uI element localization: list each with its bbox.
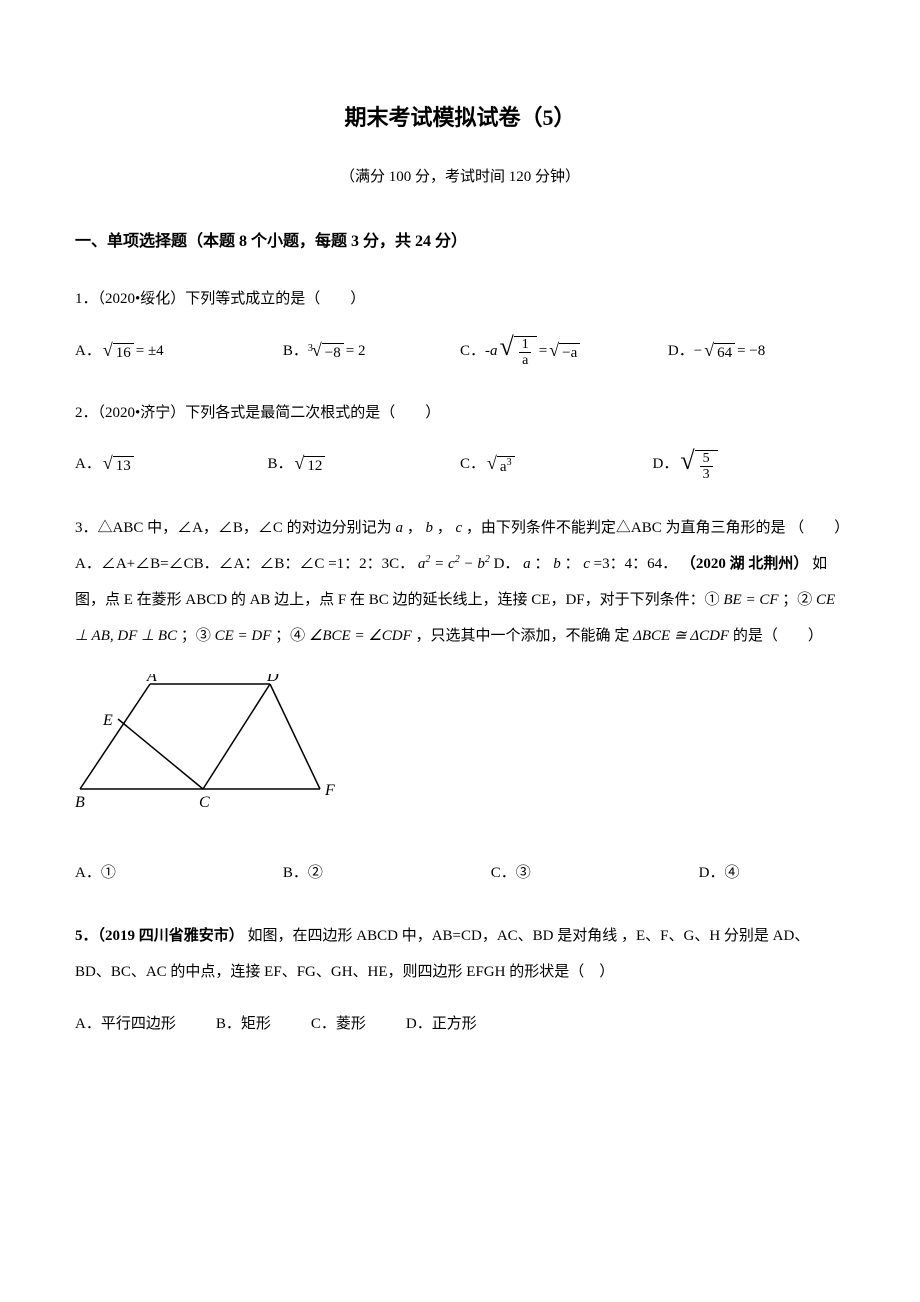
- q1-option-d: D． − √64 = −8: [668, 334, 845, 369]
- text-bold: 北荆州）: [748, 556, 808, 572]
- opt-text: = 2: [346, 335, 366, 368]
- q1-option-c: C． - a √1a = √−a: [460, 334, 668, 369]
- text: ；②: [782, 592, 812, 608]
- q5-option-c: C．菱形: [311, 1008, 366, 1041]
- math-expr: BE = CF: [723, 592, 778, 608]
- math-expr: ∠BCE = ∠CDF: [309, 628, 412, 644]
- question-2: 2．（2020•济宁）下列各式是最简二次根式的是（ ） A． √13 B． √1…: [75, 397, 845, 483]
- opt-label: C．: [460, 335, 485, 368]
- text: ：: [564, 556, 579, 572]
- q5-options: A．平行四边形 B．矩形 C．菱形 D．正方形: [75, 1008, 845, 1041]
- sqrt-icon: √13: [103, 454, 134, 475]
- var-a: a: [395, 520, 403, 536]
- sqrt-icon: √a3: [487, 454, 515, 476]
- svg-text:E: E: [102, 712, 113, 729]
- question-1: 1．（2020•绥化）下列等式成立的是（ ） A． √16 = ±4 B． 3 …: [75, 283, 845, 369]
- var-c: c: [455, 520, 462, 536]
- text: ，只选其中一个添加，不能确: [416, 628, 611, 644]
- sqrt-icon: √16: [103, 341, 134, 362]
- text: ；③: [181, 628, 211, 644]
- text: ：: [534, 556, 549, 572]
- opt-text: = −8: [737, 335, 765, 368]
- page-subtitle: （满分 100 分，考试时间 120 分钟）: [75, 165, 845, 189]
- q1-option-a: A． √16 = ±4: [75, 334, 283, 369]
- text: =3：4：64．: [594, 556, 677, 572]
- question-3-4: 3．△ABC 中，∠A，∠B，∠C 的对边分别记为 a ， b ， c ，由下列…: [75, 510, 845, 890]
- q1-stem: 1．（2020•绥化）下列等式成立的是（ ）: [75, 283, 845, 316]
- sqrt-icon: √−a: [549, 341, 580, 362]
- opt-text: −: [694, 335, 702, 368]
- text: ，: [407, 520, 422, 536]
- q4-option-d: D．④: [699, 857, 845, 890]
- svg-text:D: D: [266, 674, 279, 685]
- opt-label: D．: [653, 448, 679, 481]
- text-bold: （2020 湖: [681, 556, 745, 572]
- sqrt-icon: √−8: [312, 341, 344, 362]
- math-expr: CE = DF: [215, 628, 272, 644]
- text: ，: [437, 520, 452, 536]
- text: ；④: [275, 628, 305, 644]
- q2-option-d: D． √53: [653, 448, 846, 483]
- math-expr: a2 = c2 − b2: [418, 556, 490, 572]
- opt-text: = ±4: [136, 335, 164, 368]
- q4-option-c: C．③: [491, 857, 699, 890]
- opt-text: =: [539, 335, 547, 368]
- text: D．: [494, 556, 520, 572]
- var-b: b: [553, 556, 561, 572]
- q4-option-a: A．①: [75, 857, 283, 890]
- q2-option-b: B． √12: [268, 448, 461, 483]
- math-expr: ΔBCE ≅ ΔCDF: [633, 628, 729, 644]
- opt-label: B．: [283, 335, 308, 368]
- text: 定: [614, 628, 629, 644]
- sqrt-icon: √64: [704, 341, 735, 362]
- q4-option-b: B．②: [283, 857, 491, 890]
- rhombus-diagram: A D E B C F: [75, 674, 345, 819]
- text-bold: 5．（2019 四川省雅安市）: [75, 928, 244, 944]
- text: ，由下列条件不能判定△ABC 为直角三角形的是: [466, 520, 786, 536]
- q5-option-d: D．正方形: [406, 1008, 477, 1041]
- opt-label: C．: [460, 448, 485, 481]
- opt-label: D．: [668, 335, 694, 368]
- q5-option-b: B．矩形: [216, 1008, 271, 1041]
- q3-stem: 3．△ABC 中，∠A，∠B，∠C 的对边分别记为 a ， b ， c ，由下列…: [75, 510, 845, 654]
- text: 3．△ABC 中，∠A，∠B，∠C 的对边分别记为: [75, 520, 392, 536]
- q2-options: A． √13 B． √12 C． √a3 D． √53: [75, 448, 845, 483]
- q2-option-c: C． √a3: [460, 448, 653, 483]
- opt-label: A．: [75, 335, 101, 368]
- q5-option-a: A．平行四边形: [75, 1008, 176, 1041]
- text: 的是（ ）: [733, 628, 823, 644]
- var-a: a: [490, 335, 498, 368]
- q2-stem: 2．（2020•济宁）下列各式是最简二次根式的是（ ）: [75, 397, 845, 430]
- q5-stem: 5．（2019 四川省雅安市） 如图，在四边形 ABCD 中，AB=CD，AC、…: [75, 918, 845, 990]
- section-header: 一、单项选择题（本题 8 个小题，每题 3 分，共 24 分）: [75, 229, 845, 255]
- var-b: b: [425, 520, 433, 536]
- var-a: a: [523, 556, 531, 572]
- q1-options: A． √16 = ±4 B． 3 √−8 = 2 C． - a √1a = √−…: [75, 334, 845, 369]
- q2-option-a: A． √13: [75, 448, 268, 483]
- svg-text:C: C: [199, 794, 210, 811]
- question-5: 5．（2019 四川省雅安市） 如图，在四边形 ABCD 中，AB=CD，AC、…: [75, 918, 845, 1041]
- q1-option-b: B． 3 √−8 = 2: [283, 334, 460, 369]
- opt-label: A．: [75, 448, 101, 481]
- q4-figure: A D E B C F: [75, 674, 845, 832]
- text: 如图，在四边形 ABCD 中，AB=CD，AC、BD 是对角线 ，E、F、G、H…: [248, 928, 810, 944]
- svg-text:F: F: [324, 782, 335, 799]
- opt-label: B．: [268, 448, 293, 481]
- var-c: c: [583, 556, 590, 572]
- page-title: 期末考试模拟试卷（5）: [75, 100, 845, 135]
- text: BD、BC、AC 的中点，连接 EF、FG、GH、HE，则四边形 EFGH 的形…: [75, 964, 614, 980]
- sqrt-icon: √1a: [500, 334, 537, 369]
- svg-text:A: A: [146, 674, 157, 685]
- sqrt-icon: √12: [295, 454, 326, 475]
- svg-text:B: B: [75, 794, 85, 811]
- q4-options: A．① B．② C．③ D．④: [75, 857, 845, 890]
- sqrt-icon: √53: [680, 448, 717, 483]
